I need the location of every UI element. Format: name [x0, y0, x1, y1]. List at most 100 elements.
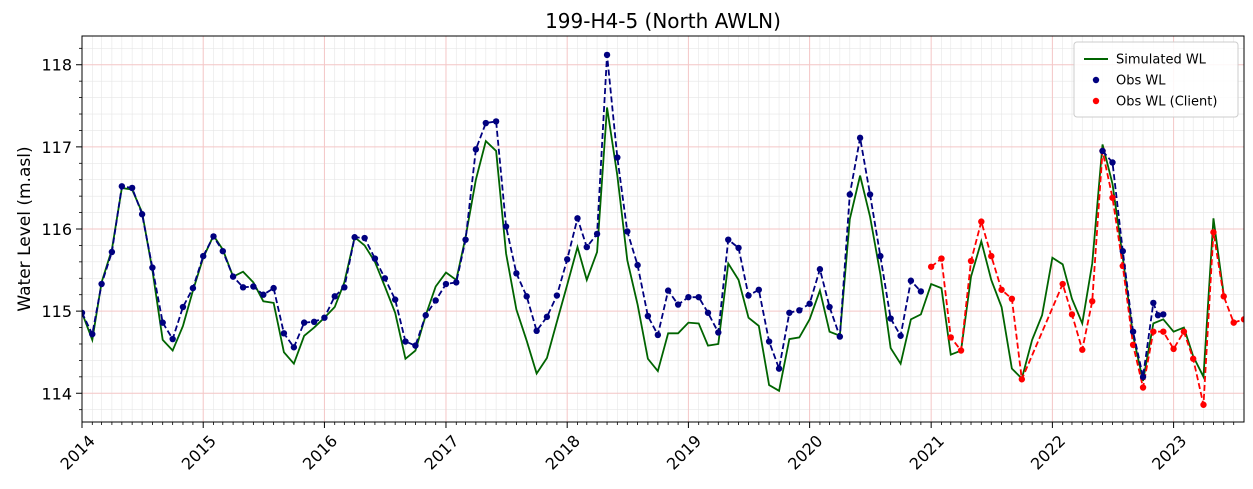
series-point-1 [89, 330, 96, 338]
series-point-1 [593, 230, 601, 238]
legend-label: Simulated WL [1116, 53, 1207, 68]
series-point-1 [897, 332, 904, 339]
series-point-1 [866, 191, 874, 198]
series-point-1 [553, 292, 561, 299]
series-point-1 [624, 228, 631, 235]
series-point-1 [98, 280, 105, 288]
series-point-1 [563, 256, 571, 263]
series-point-1 [260, 291, 267, 298]
series-point-1 [432, 297, 439, 304]
series-point-2 [1008, 295, 1016, 303]
series-point-1 [351, 234, 358, 241]
series-line-0 [82, 107, 1225, 393]
series-point-1 [745, 292, 752, 299]
series-point-3 [1129, 328, 1137, 335]
grid [81, 36, 1244, 422]
series-point-1 [674, 301, 682, 308]
series-point-2 [1059, 280, 1066, 288]
series-point-1 [856, 134, 864, 142]
series-point-1 [502, 223, 510, 230]
series-point-2 [1200, 401, 1207, 408]
series-point-1 [523, 293, 530, 300]
series-point-1 [603, 51, 611, 59]
series-point-1 [310, 318, 318, 326]
series-point-1 [806, 300, 813, 307]
series-point-2 [1189, 355, 1197, 362]
series-point-1 [341, 284, 348, 291]
series-point-1 [685, 293, 692, 301]
series-point-1 [412, 342, 419, 349]
series-point-1 [290, 344, 298, 351]
y-axis-label: Water Level (m.asl) [15, 146, 35, 311]
series-point-1 [361, 234, 368, 242]
series-point-1 [189, 284, 197, 292]
series-point-3 [1099, 147, 1106, 155]
series-point-1 [270, 284, 277, 292]
series-point-2 [1230, 319, 1237, 326]
series-point-2 [1079, 346, 1086, 353]
series-point-2 [978, 218, 985, 225]
series-point-2 [938, 255, 945, 262]
series-point-1 [453, 279, 460, 286]
series-point-1 [138, 211, 146, 218]
series-point-1 [472, 146, 480, 153]
series-point-1 [533, 327, 540, 335]
series-point-1 [715, 329, 722, 336]
series-point-1 [331, 293, 338, 300]
series-point-2 [1109, 194, 1116, 201]
series-point-1 [371, 255, 379, 262]
y-tick-label: 116 [41, 220, 72, 239]
series-point-1 [735, 244, 742, 252]
series-point-1 [775, 365, 783, 372]
series-point-2 [1220, 293, 1227, 300]
series-point-2 [1210, 229, 1217, 236]
series-point-1 [664, 287, 672, 294]
series-point-1 [786, 309, 793, 316]
series-point-1 [725, 236, 732, 243]
series-point-1 [321, 314, 328, 321]
chart-title: 199-H4-5 (North AWLN) [545, 9, 781, 33]
series-point-2 [988, 252, 995, 260]
y-tick-label: 115 [41, 302, 72, 321]
series-point-1 [654, 331, 662, 339]
series-point-2 [1150, 328, 1157, 335]
series-point-1 [82, 309, 86, 316]
series-point-1 [644, 312, 652, 320]
series-point-2 [1089, 298, 1096, 305]
series-point-1 [280, 330, 288, 337]
legend-swatch [1092, 97, 1100, 105]
series-point-1 [462, 236, 469, 243]
series-point-1 [583, 243, 590, 251]
series-point-1 [704, 309, 712, 316]
x-tick-label: 2020 [784, 431, 826, 473]
series-point-3 [1160, 311, 1167, 318]
series-point-1 [108, 248, 116, 256]
series-point-2 [1068, 311, 1076, 318]
series-point-1 [917, 288, 925, 295]
series-point-2 [1240, 316, 1244, 323]
series-point-2 [967, 257, 975, 265]
series-point-1 [381, 275, 389, 282]
series-point-1 [574, 215, 581, 222]
legend: Simulated WL Obs WL Obs WL (Client) [1073, 41, 1239, 118]
series-point-3 [1150, 299, 1157, 307]
series-point-1 [229, 273, 237, 280]
x-tick-label: 2014 [57, 431, 99, 473]
series-point-1 [482, 119, 490, 127]
x-tick-label: 2018 [542, 431, 584, 473]
series-point-1 [846, 191, 854, 198]
series-point-2 [947, 334, 954, 341]
series-point-1 [422, 312, 429, 319]
series-point-1 [250, 283, 257, 290]
series-point-1 [128, 184, 136, 192]
series-point-1 [200, 252, 207, 260]
series-point-2 [1018, 376, 1026, 383]
x-tick-label: 2019 [663, 431, 705, 473]
series-point-1 [907, 277, 915, 284]
series-point-2 [1170, 345, 1177, 353]
series-point-1 [543, 313, 551, 321]
series-point-1 [149, 264, 156, 271]
x-tick-label: 2016 [299, 431, 341, 473]
x-tick-label: 2017 [420, 431, 462, 473]
